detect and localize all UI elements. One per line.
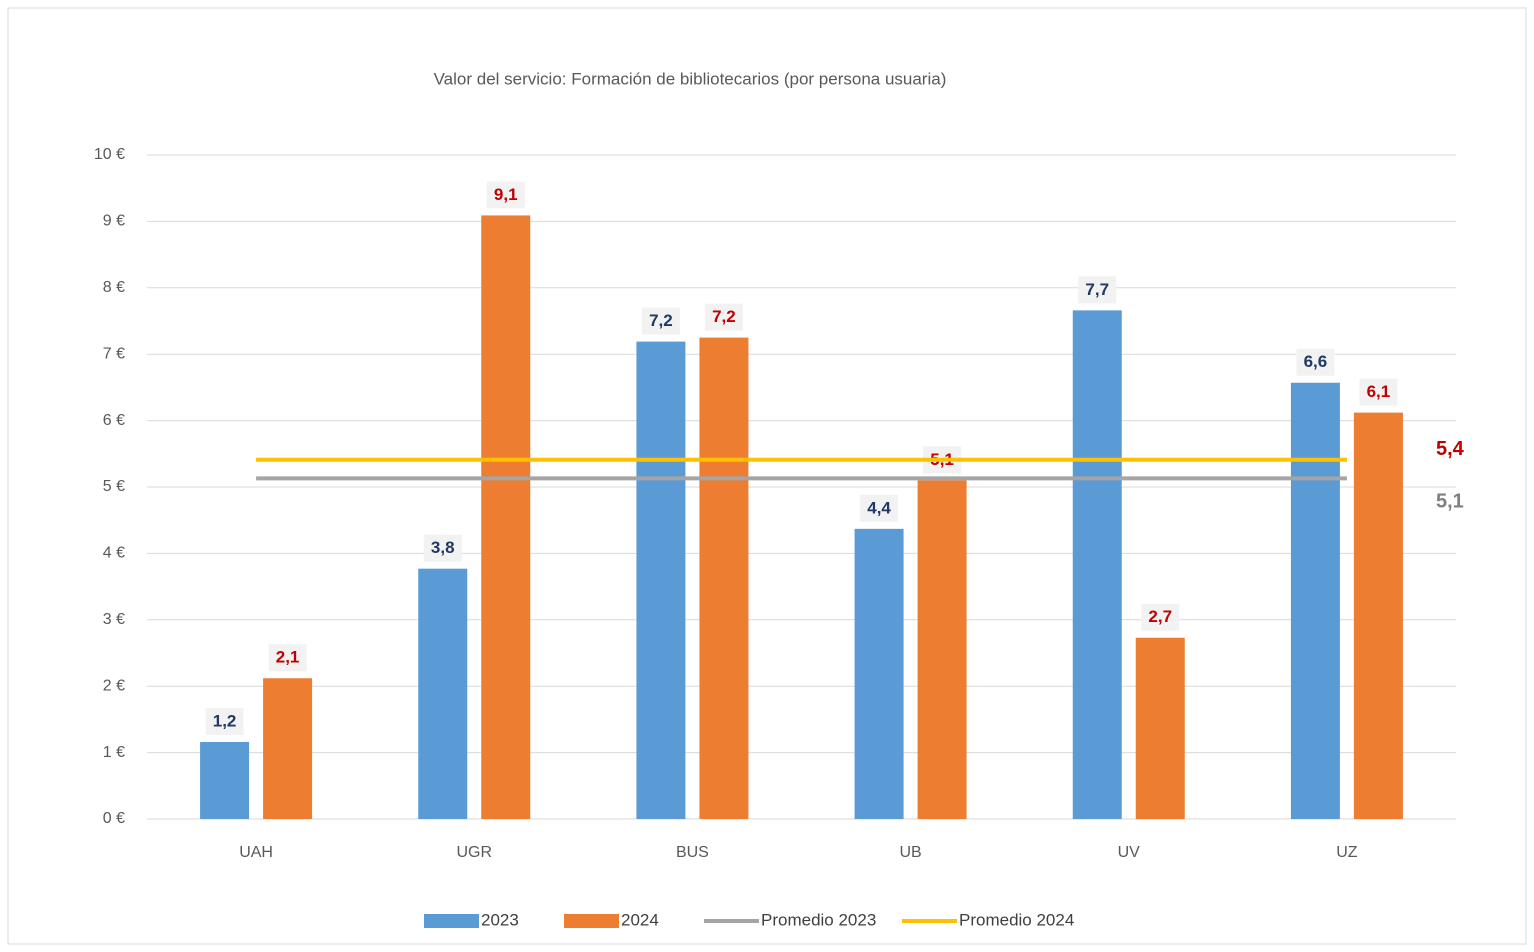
- y-tick-label: 10 €: [94, 146, 125, 163]
- data-label: 7,2: [712, 307, 736, 326]
- data-label: 7,2: [649, 311, 673, 330]
- bar: [263, 678, 313, 819]
- y-tick-label: 1 €: [103, 744, 125, 761]
- data-label: 1,2: [213, 711, 237, 730]
- y-tick-label: 8 €: [103, 279, 125, 296]
- bar: [699, 337, 749, 819]
- data-label-box: [1359, 378, 1398, 406]
- x-tick-label: UZ: [1336, 844, 1358, 861]
- data-label-box: [486, 181, 525, 209]
- data-label-box: [423, 534, 462, 562]
- data-label: 9,1: [494, 185, 518, 204]
- bar: [854, 528, 904, 819]
- data-label: 2,7: [1148, 607, 1172, 626]
- x-tick-label: UGR: [456, 844, 492, 861]
- bar: [1135, 637, 1185, 819]
- data-label-box: [641, 307, 680, 335]
- data-label: 7,7: [1085, 280, 1109, 299]
- bar: [1290, 382, 1340, 819]
- bar: [1072, 310, 1122, 819]
- data-label-box: [205, 707, 244, 735]
- y-tick-label: 2 €: [103, 677, 125, 694]
- bar: [418, 568, 468, 819]
- x-tick-label: UV: [1118, 844, 1141, 861]
- data-label: 6,6: [1304, 352, 1328, 371]
- y-tick-label: 3 €: [103, 611, 125, 628]
- x-tick-label: BUS: [676, 844, 709, 861]
- y-tick-label: 7 €: [103, 345, 125, 362]
- bar: [636, 341, 686, 819]
- data-label-box: [1141, 603, 1180, 631]
- bar: [200, 741, 250, 819]
- data-label-box: [704, 303, 743, 331]
- legend-label: 2024: [621, 910, 659, 929]
- y-tick-label: 9 €: [103, 213, 125, 230]
- x-tick-label: UAH: [239, 844, 273, 861]
- x-tick-label: UB: [899, 844, 921, 861]
- legend-label: 2023: [481, 910, 519, 929]
- legend-swatch: [564, 914, 619, 928]
- bar: [481, 215, 531, 819]
- data-label: 2,1: [276, 648, 300, 667]
- legend-label: Promedio 2023: [761, 910, 876, 929]
- average-label: 5,4: [1436, 438, 1465, 460]
- data-label: 3,8: [431, 538, 455, 557]
- data-label-box: [860, 494, 899, 522]
- data-label-box: [1296, 348, 1335, 376]
- legend-swatch: [424, 914, 479, 928]
- legend-label: Promedio 2024: [959, 910, 1074, 929]
- data-label: 6,1: [1367, 382, 1391, 401]
- average-label: 5,1: [1436, 491, 1464, 513]
- chart-title: Valor del servicio: Formación de bibliot…: [434, 69, 947, 88]
- bar: [1353, 412, 1403, 819]
- data-label-box: [268, 644, 307, 672]
- chart-border: [7, 7, 1527, 945]
- y-tick-label: 6 €: [103, 412, 125, 429]
- y-tick-label: 4 €: [103, 545, 125, 562]
- y-tick-label: 0 €: [103, 810, 125, 827]
- data-label: 4,4: [867, 498, 891, 517]
- data-label-box: [1078, 276, 1117, 304]
- bar: [917, 480, 967, 819]
- y-tick-label: 5 €: [103, 478, 125, 495]
